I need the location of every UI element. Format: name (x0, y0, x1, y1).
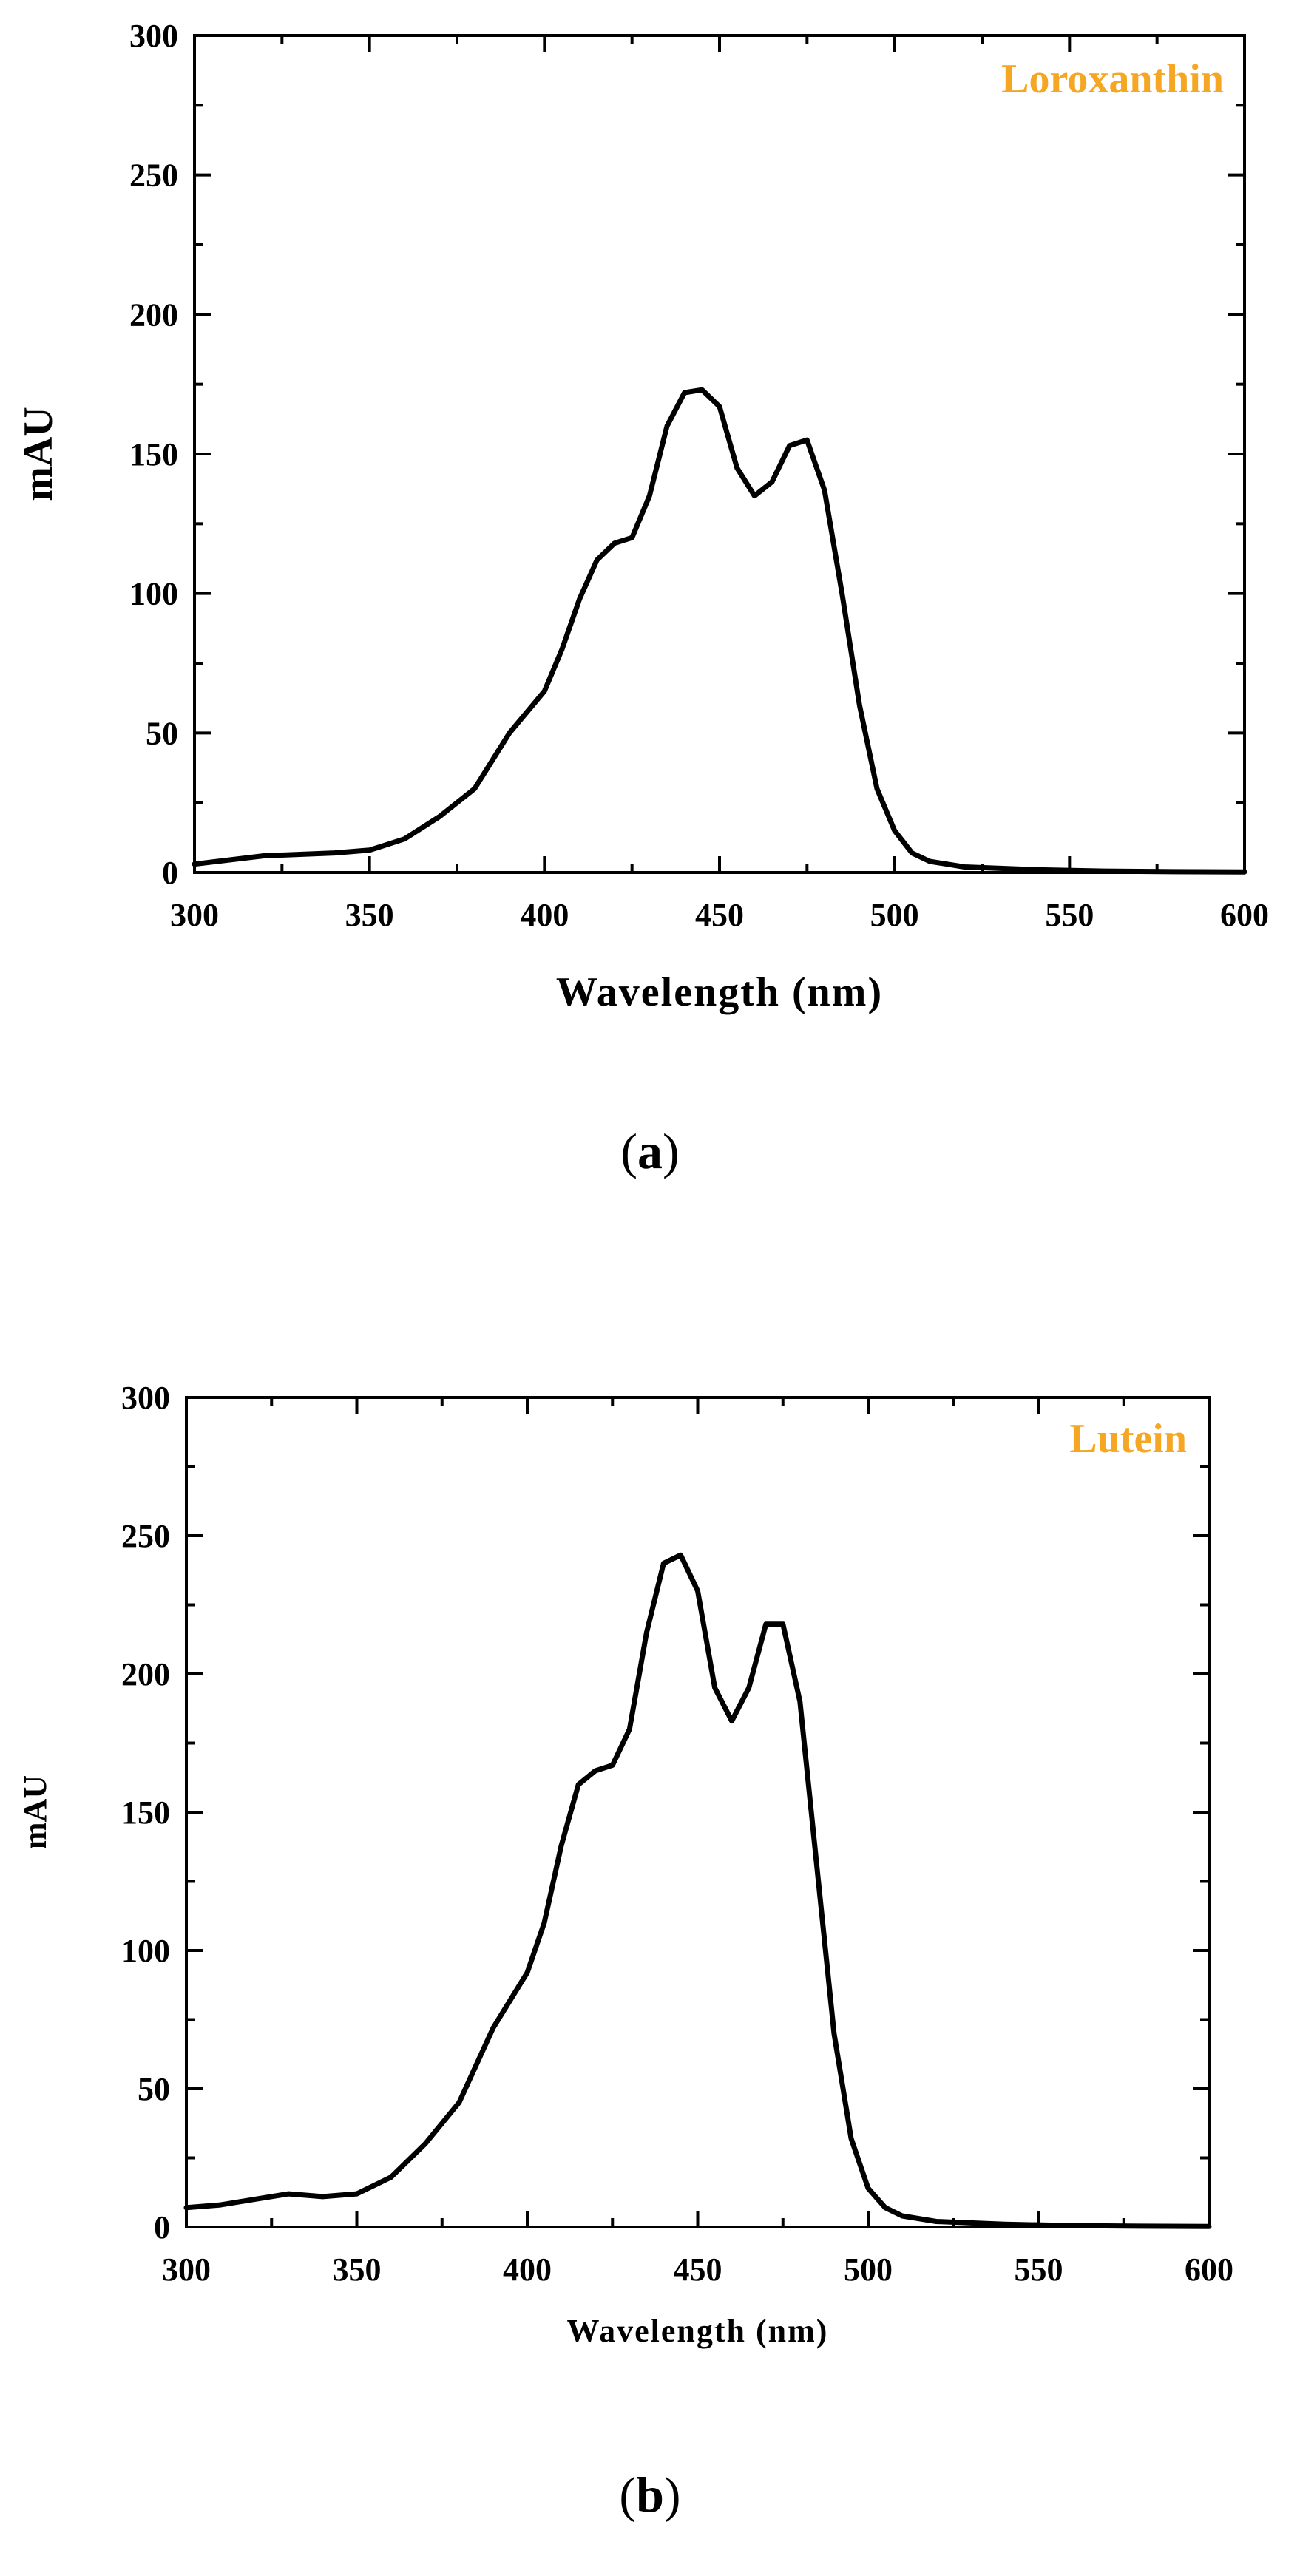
x-tick-label-a: 350 (345, 897, 394, 933)
x-axis-label-b: Wavelength (nm) (567, 2313, 829, 2349)
x-tick-label-b: 600 (1185, 2251, 1233, 2288)
series-line-b-0 (183, 1552, 1212, 2229)
chart-a-svg: 300 350 400 450 500 550 600 0 50 100 150 200 250 300 W… (16, 18, 1269, 1179)
figure-panel-b: 300 350 400 450 500 550 600 0 50 100 150 200 250 300 W… (0, 1288, 1300, 2576)
y-tick-label-b: 0 (154, 2209, 170, 2245)
x-tick-label-a: 550 (1045, 897, 1094, 933)
x-tick-label-b: 300 (162, 2251, 211, 2288)
y-tick-label-b: 100 (121, 1933, 170, 1969)
series-name-label-b: Lutein (1069, 1416, 1187, 1462)
y-tick-label-a: 50 (146, 715, 178, 751)
series-name-label-a: Loroxanthin (1001, 56, 1224, 102)
x-tick-label-b: 550 (1015, 2251, 1063, 2288)
y-tick-label-a: 200 (129, 296, 178, 333)
x-tick-label-a: 600 (1220, 897, 1269, 933)
y-tick-label-b: 300 (121, 1380, 170, 1416)
x-tick-label-a: 400 (520, 897, 569, 933)
y-tick-label-a: 0 (162, 855, 178, 891)
y-tick-label-b: 50 (138, 2071, 170, 2107)
chart-b-svg: 300 350 400 450 500 550 600 0 50 100 150 200 250 300 W… (17, 1380, 1233, 2523)
x-tick-label-a: 500 (870, 897, 919, 933)
plot-frame-a (193, 34, 1246, 874)
y-tick-label-a: 250 (129, 157, 178, 194)
x-tick-label-b: 400 (503, 2251, 552, 2288)
figure-panel-a: 300 350 400 450 500 550 600 0 50 100 150 200 250 300 W… (16, 18, 1269, 1179)
x-tick-label-b: 450 (674, 2251, 722, 2288)
x-tick-label-b: 350 (333, 2251, 382, 2288)
x-tick-label-a: 450 (695, 897, 744, 933)
y-tick-label-b: 250 (121, 1518, 170, 1554)
y-axis-label-a: mAU (16, 407, 61, 501)
x-tick-label-b: 500 (844, 2251, 893, 2288)
x-axis-label-a: Wavelength (nm) (556, 969, 883, 1015)
y-axis-label-b: mAU (17, 1775, 53, 1849)
panel-label-a: (a) (620, 1123, 679, 1179)
plot-frame-b (185, 1396, 1211, 2228)
y-tick-label-a: 100 (129, 576, 178, 612)
x-tick-label-a: 300 (170, 897, 219, 933)
y-tick-label-b: 200 (121, 1656, 170, 1692)
series-line-a-0 (192, 387, 1247, 875)
panel-label-b: (b) (619, 2467, 680, 2523)
y-tick-label-b: 150 (121, 1794, 170, 1831)
y-tick-label-a: 150 (129, 436, 178, 472)
y-tick-label-a: 300 (129, 18, 178, 54)
